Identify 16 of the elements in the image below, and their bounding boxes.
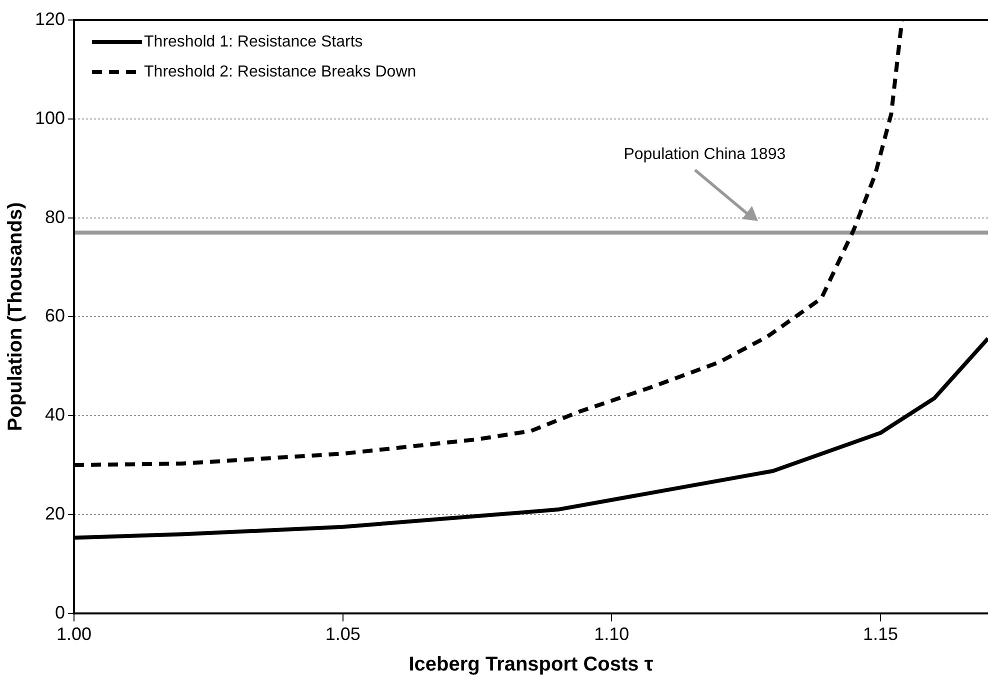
legend-label: Threshold 1: Resistance Starts [144, 33, 363, 50]
y-tick-label: 0 [55, 602, 66, 622]
x-tick-label: 1.05 [325, 624, 360, 644]
y-axis-title: Population (Thousands) [4, 202, 27, 432]
x-axis-title: Iceberg Transport Costs τ [408, 654, 654, 676]
x-tick-label: 1.15 [862, 624, 898, 644]
x-tick-label: 1.00 [56, 624, 92, 644]
x-tick-label: 1.10 [594, 624, 630, 644]
y-tick-label: 40 [45, 404, 66, 425]
annotation: Population China 1893 [624, 146, 786, 164]
y-tick-label: 120 [34, 8, 66, 29]
y-tick-label: 80 [45, 206, 66, 227]
legend-label: Threshold 2: Resistance Breaks Down [144, 63, 416, 80]
y-tick-label: 20 [45, 503, 66, 524]
y-tick-label: 60 [45, 306, 66, 326]
y-tick-label: 100 [34, 108, 66, 128]
